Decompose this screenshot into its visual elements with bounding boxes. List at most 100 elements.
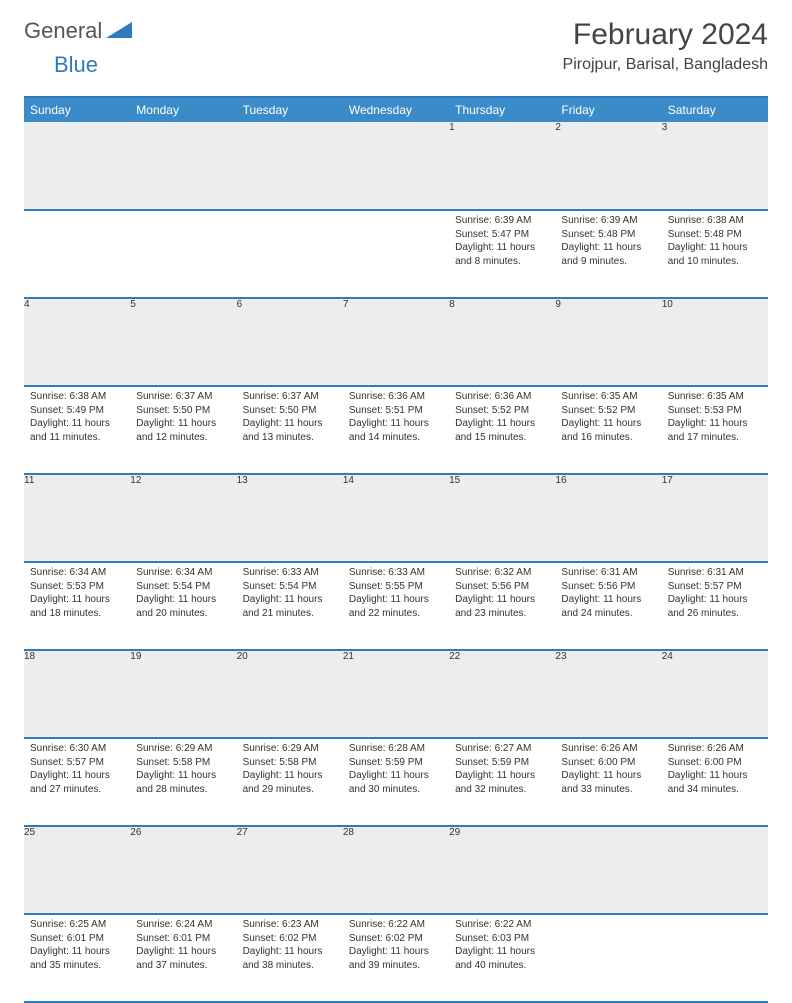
sunset-line: Sunset: 5:57 PM [668,580,762,594]
day-details: Sunrise: 6:38 AMSunset: 5:48 PMDaylight:… [662,211,768,274]
sunrise-line: Sunrise: 6:32 AM [455,566,549,580]
sunrise-line: Sunrise: 6:31 AM [561,566,655,580]
day-number-cell: 24 [662,650,768,738]
weekday-header: Tuesday [237,97,343,122]
day-number-row: 45678910 [24,298,768,386]
day-number-row: 2526272829 [24,826,768,914]
weekday-header: Saturday [662,97,768,122]
sunrise-line: Sunrise: 6:34 AM [136,566,230,580]
sunrise-line: Sunrise: 6:36 AM [455,390,549,404]
sunrise-line: Sunrise: 6:26 AM [561,742,655,756]
day-content-cell: Sunrise: 6:30 AMSunset: 5:57 PMDaylight:… [24,738,130,826]
day-content-cell: Sunrise: 6:33 AMSunset: 5:55 PMDaylight:… [343,562,449,650]
daylight-line: Daylight: 11 hours and 35 minutes. [30,945,124,972]
daylight-line: Daylight: 11 hours and 34 minutes. [668,769,762,796]
day-details: Sunrise: 6:34 AMSunset: 5:54 PMDaylight:… [130,563,236,626]
day-details: Sunrise: 6:22 AMSunset: 6:02 PMDaylight:… [343,915,449,978]
day-details: Sunrise: 6:31 AMSunset: 5:56 PMDaylight:… [555,563,661,626]
sunset-line: Sunset: 6:00 PM [561,756,655,770]
month-title: February 2024 [563,18,768,52]
day-content-row: Sunrise: 6:30 AMSunset: 5:57 PMDaylight:… [24,738,768,826]
sunrise-line: Sunrise: 6:39 AM [561,214,655,228]
day-number-cell [662,826,768,914]
day-content-cell [237,210,343,298]
sunrise-line: Sunrise: 6:37 AM [136,390,230,404]
weekday-header: Friday [555,97,661,122]
sunrise-line: Sunrise: 6:29 AM [136,742,230,756]
day-details: Sunrise: 6:22 AMSunset: 6:03 PMDaylight:… [449,915,555,978]
day-number-cell: 1 [449,122,555,210]
day-number-cell: 12 [130,474,236,562]
day-number-cell [130,122,236,210]
day-content-row: Sunrise: 6:34 AMSunset: 5:53 PMDaylight:… [24,562,768,650]
day-number-cell: 16 [555,474,661,562]
day-number-cell: 19 [130,650,236,738]
sunset-line: Sunset: 5:53 PM [668,404,762,418]
day-details: Sunrise: 6:35 AMSunset: 5:53 PMDaylight:… [662,387,768,450]
day-number-cell: 22 [449,650,555,738]
day-content-cell [343,210,449,298]
day-content-cell: Sunrise: 6:34 AMSunset: 5:53 PMDaylight:… [24,562,130,650]
daylight-line: Daylight: 11 hours and 18 minutes. [30,593,124,620]
day-details: Sunrise: 6:37 AMSunset: 5:50 PMDaylight:… [237,387,343,450]
day-content-cell: Sunrise: 6:26 AMSunset: 6:00 PMDaylight:… [662,738,768,826]
sunset-line: Sunset: 5:50 PM [243,404,337,418]
weekday-header: Sunday [24,97,130,122]
day-number-cell: 29 [449,826,555,914]
day-details: Sunrise: 6:34 AMSunset: 5:53 PMDaylight:… [24,563,130,626]
brand-logo: General [24,18,134,44]
daylight-line: Daylight: 11 hours and 27 minutes. [30,769,124,796]
daylight-line: Daylight: 11 hours and 11 minutes. [30,417,124,444]
sunrise-line: Sunrise: 6:33 AM [349,566,443,580]
day-details: Sunrise: 6:29 AMSunset: 5:58 PMDaylight:… [130,739,236,802]
sunset-line: Sunset: 5:58 PM [136,756,230,770]
sunrise-line: Sunrise: 6:37 AM [243,390,337,404]
day-details: Sunrise: 6:30 AMSunset: 5:57 PMDaylight:… [24,739,130,802]
brand-text-2: Blue [54,52,98,77]
day-details: Sunrise: 6:37 AMSunset: 5:50 PMDaylight:… [130,387,236,450]
sunrise-line: Sunrise: 6:22 AM [349,918,443,932]
day-content-cell: Sunrise: 6:24 AMSunset: 6:01 PMDaylight:… [130,914,236,1002]
day-content-cell [662,914,768,1002]
day-number-cell: 9 [555,298,661,386]
day-content-cell: Sunrise: 6:22 AMSunset: 6:02 PMDaylight:… [343,914,449,1002]
day-details: Sunrise: 6:28 AMSunset: 5:59 PMDaylight:… [343,739,449,802]
day-details: Sunrise: 6:23 AMSunset: 6:02 PMDaylight:… [237,915,343,978]
day-number-cell: 3 [662,122,768,210]
day-number-cell: 8 [449,298,555,386]
day-number-cell: 6 [237,298,343,386]
daylight-line: Daylight: 11 hours and 14 minutes. [349,417,443,444]
calendar-header-row: SundayMondayTuesdayWednesdayThursdayFrid… [24,97,768,122]
sunset-line: Sunset: 5:55 PM [349,580,443,594]
day-details: Sunrise: 6:25 AMSunset: 6:01 PMDaylight:… [24,915,130,978]
daylight-line: Daylight: 11 hours and 30 minutes. [349,769,443,796]
day-content-cell: Sunrise: 6:31 AMSunset: 5:56 PMDaylight:… [555,562,661,650]
day-details: Sunrise: 6:31 AMSunset: 5:57 PMDaylight:… [662,563,768,626]
weekday-header: Thursday [449,97,555,122]
day-details: Sunrise: 6:39 AMSunset: 5:47 PMDaylight:… [449,211,555,274]
sunset-line: Sunset: 5:49 PM [30,404,124,418]
day-details: Sunrise: 6:36 AMSunset: 5:52 PMDaylight:… [449,387,555,450]
day-content-cell: Sunrise: 6:39 AMSunset: 5:47 PMDaylight:… [449,210,555,298]
daylight-line: Daylight: 11 hours and 17 minutes. [668,417,762,444]
sunset-line: Sunset: 5:52 PM [455,404,549,418]
day-content-cell: Sunrise: 6:26 AMSunset: 6:00 PMDaylight:… [555,738,661,826]
day-number-cell: 14 [343,474,449,562]
daylight-line: Daylight: 11 hours and 29 minutes. [243,769,337,796]
day-content-cell [555,914,661,1002]
day-number-cell: 2 [555,122,661,210]
day-number-cell: 28 [343,826,449,914]
daylight-line: Daylight: 11 hours and 21 minutes. [243,593,337,620]
daylight-line: Daylight: 11 hours and 40 minutes. [455,945,549,972]
day-content-cell: Sunrise: 6:39 AMSunset: 5:48 PMDaylight:… [555,210,661,298]
day-content-cell: Sunrise: 6:29 AMSunset: 5:58 PMDaylight:… [237,738,343,826]
daylight-line: Daylight: 11 hours and 24 minutes. [561,593,655,620]
sunset-line: Sunset: 5:57 PM [30,756,124,770]
sunrise-line: Sunrise: 6:36 AM [349,390,443,404]
sunrise-line: Sunrise: 6:35 AM [561,390,655,404]
daylight-line: Daylight: 11 hours and 16 minutes. [561,417,655,444]
day-details: Sunrise: 6:32 AMSunset: 5:56 PMDaylight:… [449,563,555,626]
day-number-cell: 5 [130,298,236,386]
daylight-line: Daylight: 11 hours and 32 minutes. [455,769,549,796]
sunset-line: Sunset: 5:54 PM [136,580,230,594]
